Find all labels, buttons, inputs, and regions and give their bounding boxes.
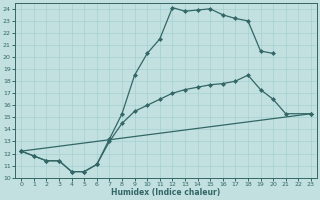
X-axis label: Humidex (Indice chaleur): Humidex (Indice chaleur) — [111, 188, 221, 197]
